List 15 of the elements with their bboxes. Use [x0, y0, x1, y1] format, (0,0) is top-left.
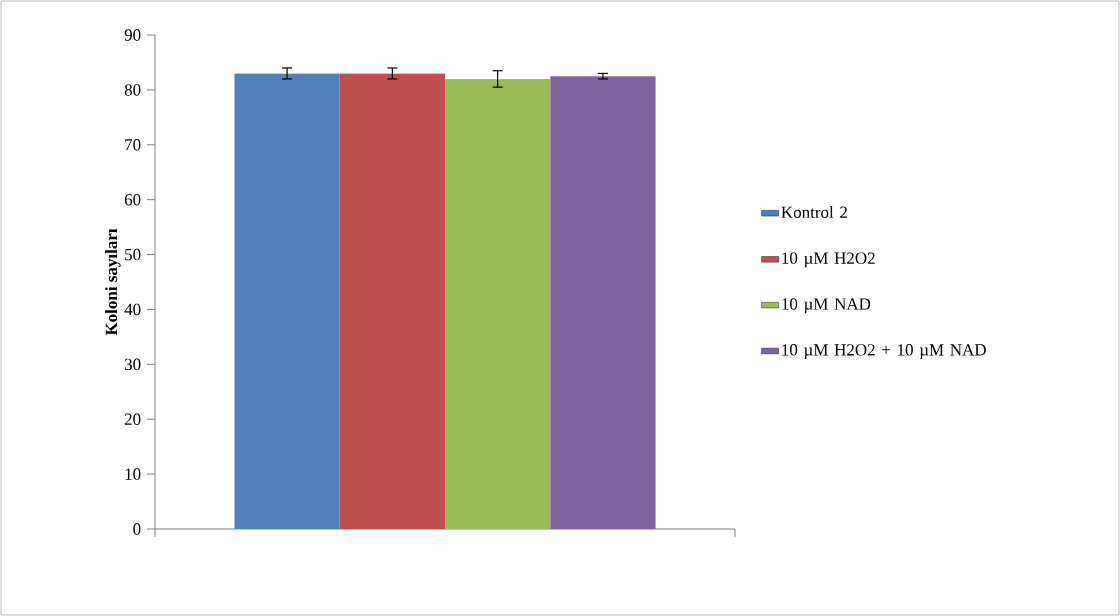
y-tick-label: 30 [124, 358, 141, 371]
y-tick-label: 90 [124, 29, 141, 41]
y-tick-label: 10 [125, 468, 141, 480]
y-tick-label: 80 [124, 84, 141, 96]
y-tick-label: 70 [125, 139, 141, 151]
legend-label: 10 µM NAD [782, 298, 871, 314]
y-axis-title: Koloni sayıları [105, 228, 121, 336]
y-tick-label: 50 [125, 248, 141, 261]
y-tick-label: 0 [133, 523, 141, 535]
legend-label: 10 µM H2O2 [782, 252, 875, 268]
legend-label: 10 µM H2O2 + 10 µM NAD [782, 344, 986, 360]
y-tick-label: 40 [124, 303, 141, 316]
y-tick-label: 60 [124, 193, 141, 206]
y-tick-label: 20 [124, 413, 141, 425]
legend-label: Kontrol 2 [781, 206, 847, 219]
